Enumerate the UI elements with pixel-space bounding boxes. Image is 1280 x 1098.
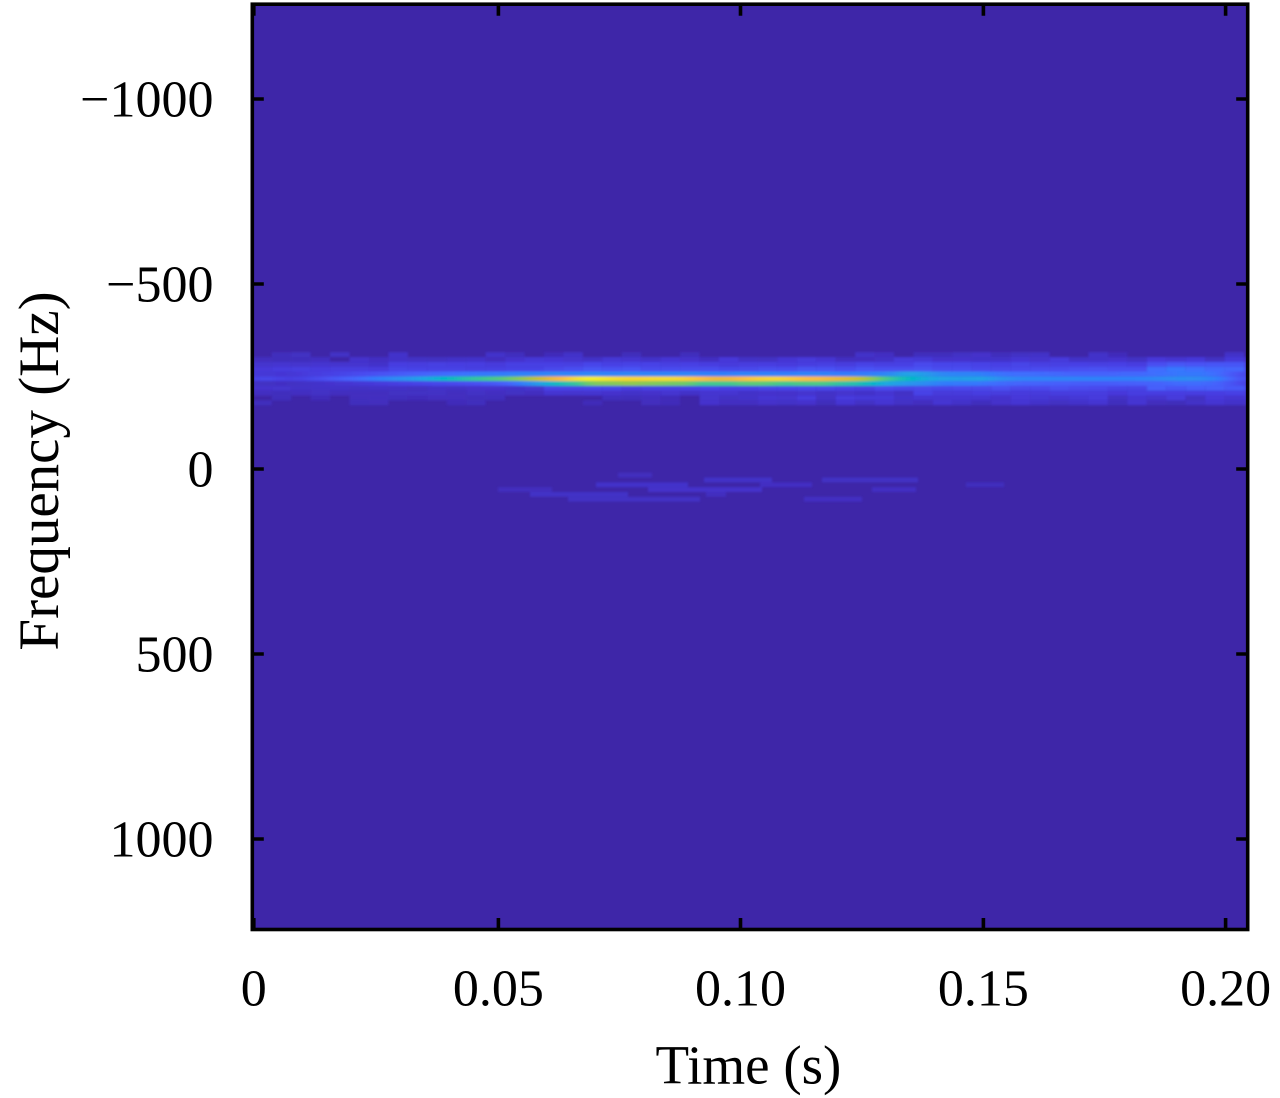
svg-text:−1000: −1000 <box>80 71 213 128</box>
svg-text:500: 500 <box>136 626 214 683</box>
svg-text:0: 0 <box>241 960 267 1017</box>
svg-text:0.20: 0.20 <box>1180 960 1271 1017</box>
svg-text:0.05: 0.05 <box>453 960 544 1017</box>
svg-text:0.15: 0.15 <box>938 960 1029 1017</box>
svg-text:Frequency (Hz): Frequency (Hz) <box>8 291 71 650</box>
svg-text:Time (s): Time (s) <box>655 1034 841 1095</box>
svg-text:1000: 1000 <box>110 811 214 868</box>
svg-text:0: 0 <box>188 441 214 498</box>
svg-text:0.10: 0.10 <box>695 960 786 1017</box>
svg-text:−500: −500 <box>106 256 213 313</box>
